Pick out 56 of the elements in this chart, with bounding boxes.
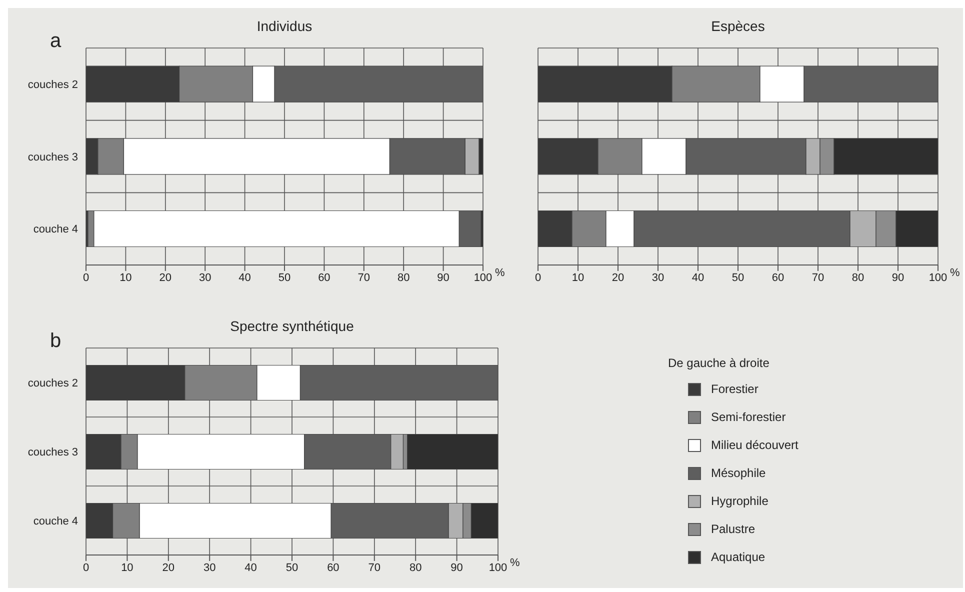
y-tick-label: couches 3: [28, 446, 78, 458]
legend-label: Mésophile: [711, 466, 766, 480]
y-tick-label: couches 2: [28, 377, 78, 390]
x-tick-label: 60: [318, 272, 330, 284]
x-tick-label: 100: [928, 272, 948, 284]
x-tick-label: 60: [772, 272, 784, 284]
chart-title: Espèces: [710, 18, 766, 34]
chart-title: Individus: [256, 18, 314, 34]
x-tick-label: 70: [358, 272, 370, 284]
text: b: [50, 330, 62, 353]
x-tick-label: 0: [534, 272, 542, 284]
x-tick-label: 20: [162, 562, 175, 574]
x-tick-label: 40: [692, 272, 704, 284]
x-tick-label: 80: [409, 562, 422, 574]
chart-title: Spectre synthétique: [229, 318, 355, 334]
bar: [407, 434, 498, 470]
x-axis-title: %: [510, 557, 520, 569]
legend-label: Palustre: [711, 522, 756, 536]
legend-label: Aquatique: [711, 550, 766, 564]
x-tick-label: 100: [488, 562, 508, 574]
x-tick-label: 80: [397, 272, 410, 284]
x-tick-label: 50: [278, 272, 291, 284]
x-tick-label: 50: [286, 562, 298, 574]
x-tick-label: 10: [572, 272, 584, 284]
x-tick-label: 20: [612, 272, 624, 284]
x-tick-label: 20: [159, 272, 172, 284]
x-tick-label: 70: [368, 562, 381, 574]
x-tick-label: 0: [82, 562, 90, 574]
x-tick-label: 0: [82, 272, 90, 284]
x-tick-label: 40: [238, 272, 251, 284]
x-axis-title: %: [950, 267, 960, 279]
x-tick-label: 10: [120, 272, 132, 284]
legend-label: Semi-forestier: [711, 410, 786, 424]
legend-label: Forestier: [711, 382, 758, 396]
x-tick-label: 70: [812, 272, 824, 284]
x-tick-label: 90: [450, 562, 463, 574]
x-tick-label: 100: [474, 272, 492, 284]
x-tick-label: 10: [121, 562, 134, 574]
x-tick-label: 60: [327, 562, 340, 574]
x-tick-label: 50: [732, 272, 744, 284]
y-tick-label: couches 2: [28, 79, 78, 92]
legend-label: Milieu découvert: [711, 438, 798, 452]
x-tick-label: 30: [198, 272, 212, 284]
legend-title: De gauche à droite: [668, 356, 770, 370]
x-tick-label: 90: [437, 272, 450, 284]
x-axis-title: %: [495, 267, 505, 279]
text: a: [50, 30, 62, 53]
x-tick-label: 40: [244, 562, 257, 574]
y-tick-label: couche 4: [33, 224, 78, 236]
legend-label: Hygrophile: [711, 494, 768, 508]
x-tick-label: 30: [203, 562, 216, 574]
y-tick-label: couche 4: [33, 515, 78, 528]
x-tick-label: 80: [852, 272, 864, 284]
x-tick-label: 30: [652, 272, 664, 284]
x-tick-label: 90: [892, 272, 904, 284]
y-tick-label: couches 3: [28, 151, 78, 164]
